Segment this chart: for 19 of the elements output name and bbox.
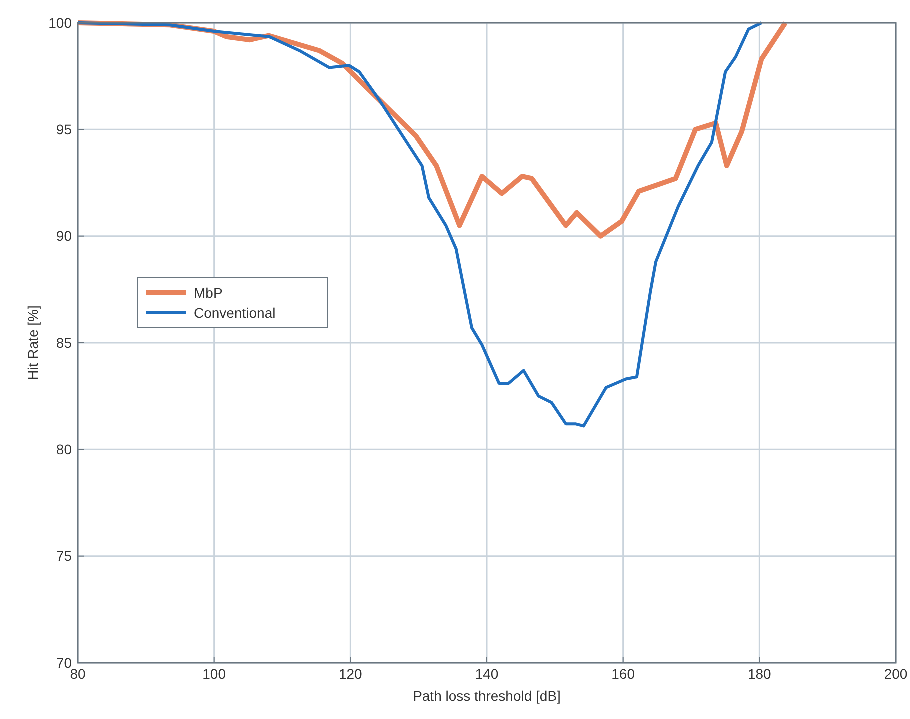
x-tick-label: 180 [748,666,772,682]
x-tick-label: 100 [202,666,226,682]
y-axis-title: Hit Rate [%] [25,306,41,380]
x-axis-title: Path loss threshold [dB] [413,688,561,704]
y-tick-label: 70 [56,654,72,671]
legend-label: MbP [194,284,223,301]
y-tick-label: 75 [56,548,72,564]
x-tick-label: 200 [884,666,908,682]
x-tick-label: 160 [612,666,636,682]
line-series [76,22,764,428]
x-tick-label: 80 [70,666,86,682]
y-tick-label: 100 [48,14,72,31]
y-tick-label: 90 [56,228,72,244]
y-tick-label: 80 [56,442,72,458]
x-tick-label: 140 [475,666,499,682]
legend-label: Conventional [194,304,276,321]
y-tick-label: 85 [56,334,72,351]
x-tick-label: 120 [338,666,363,682]
y-tick-label: 95 [56,122,72,138]
